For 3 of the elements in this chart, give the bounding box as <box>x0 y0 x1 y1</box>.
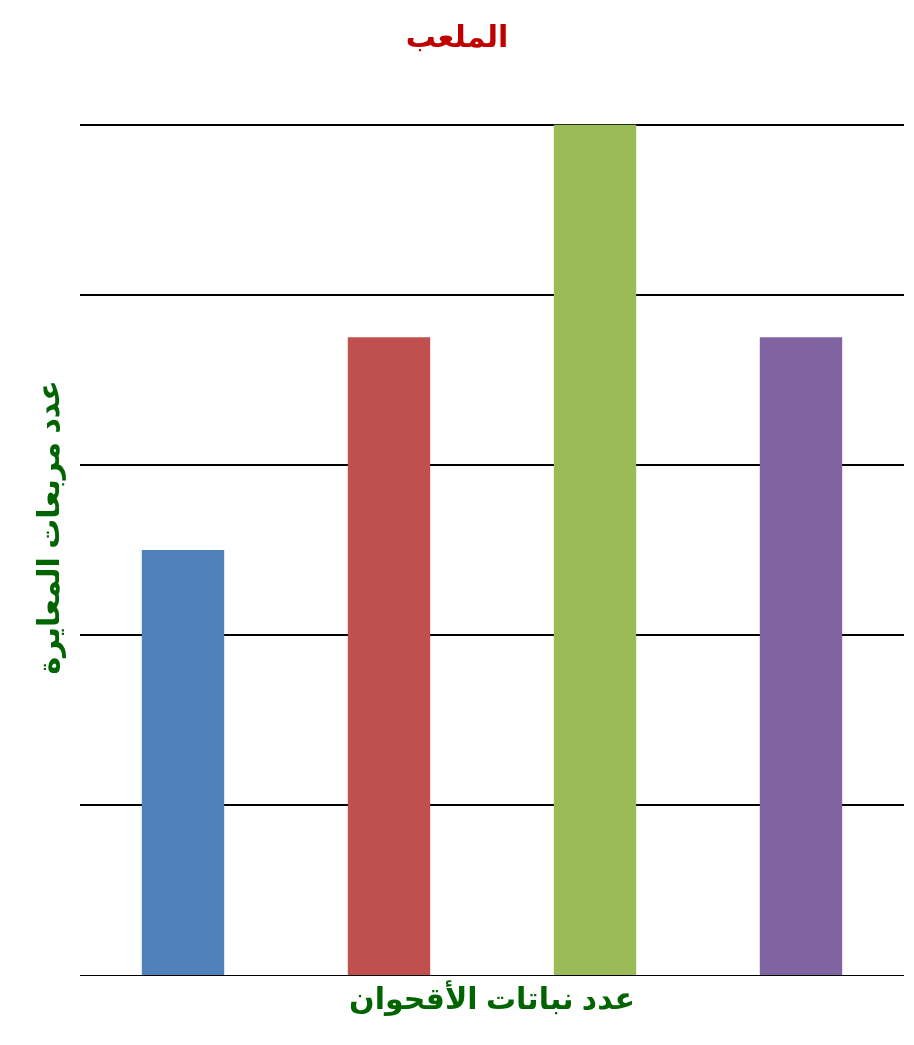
chart-title: الملعب <box>405 20 509 54</box>
y-axis-title: عدد مربعات المعايرة <box>32 380 66 675</box>
x-axis-title: عدد نباتات الأقحوان <box>349 979 635 1016</box>
